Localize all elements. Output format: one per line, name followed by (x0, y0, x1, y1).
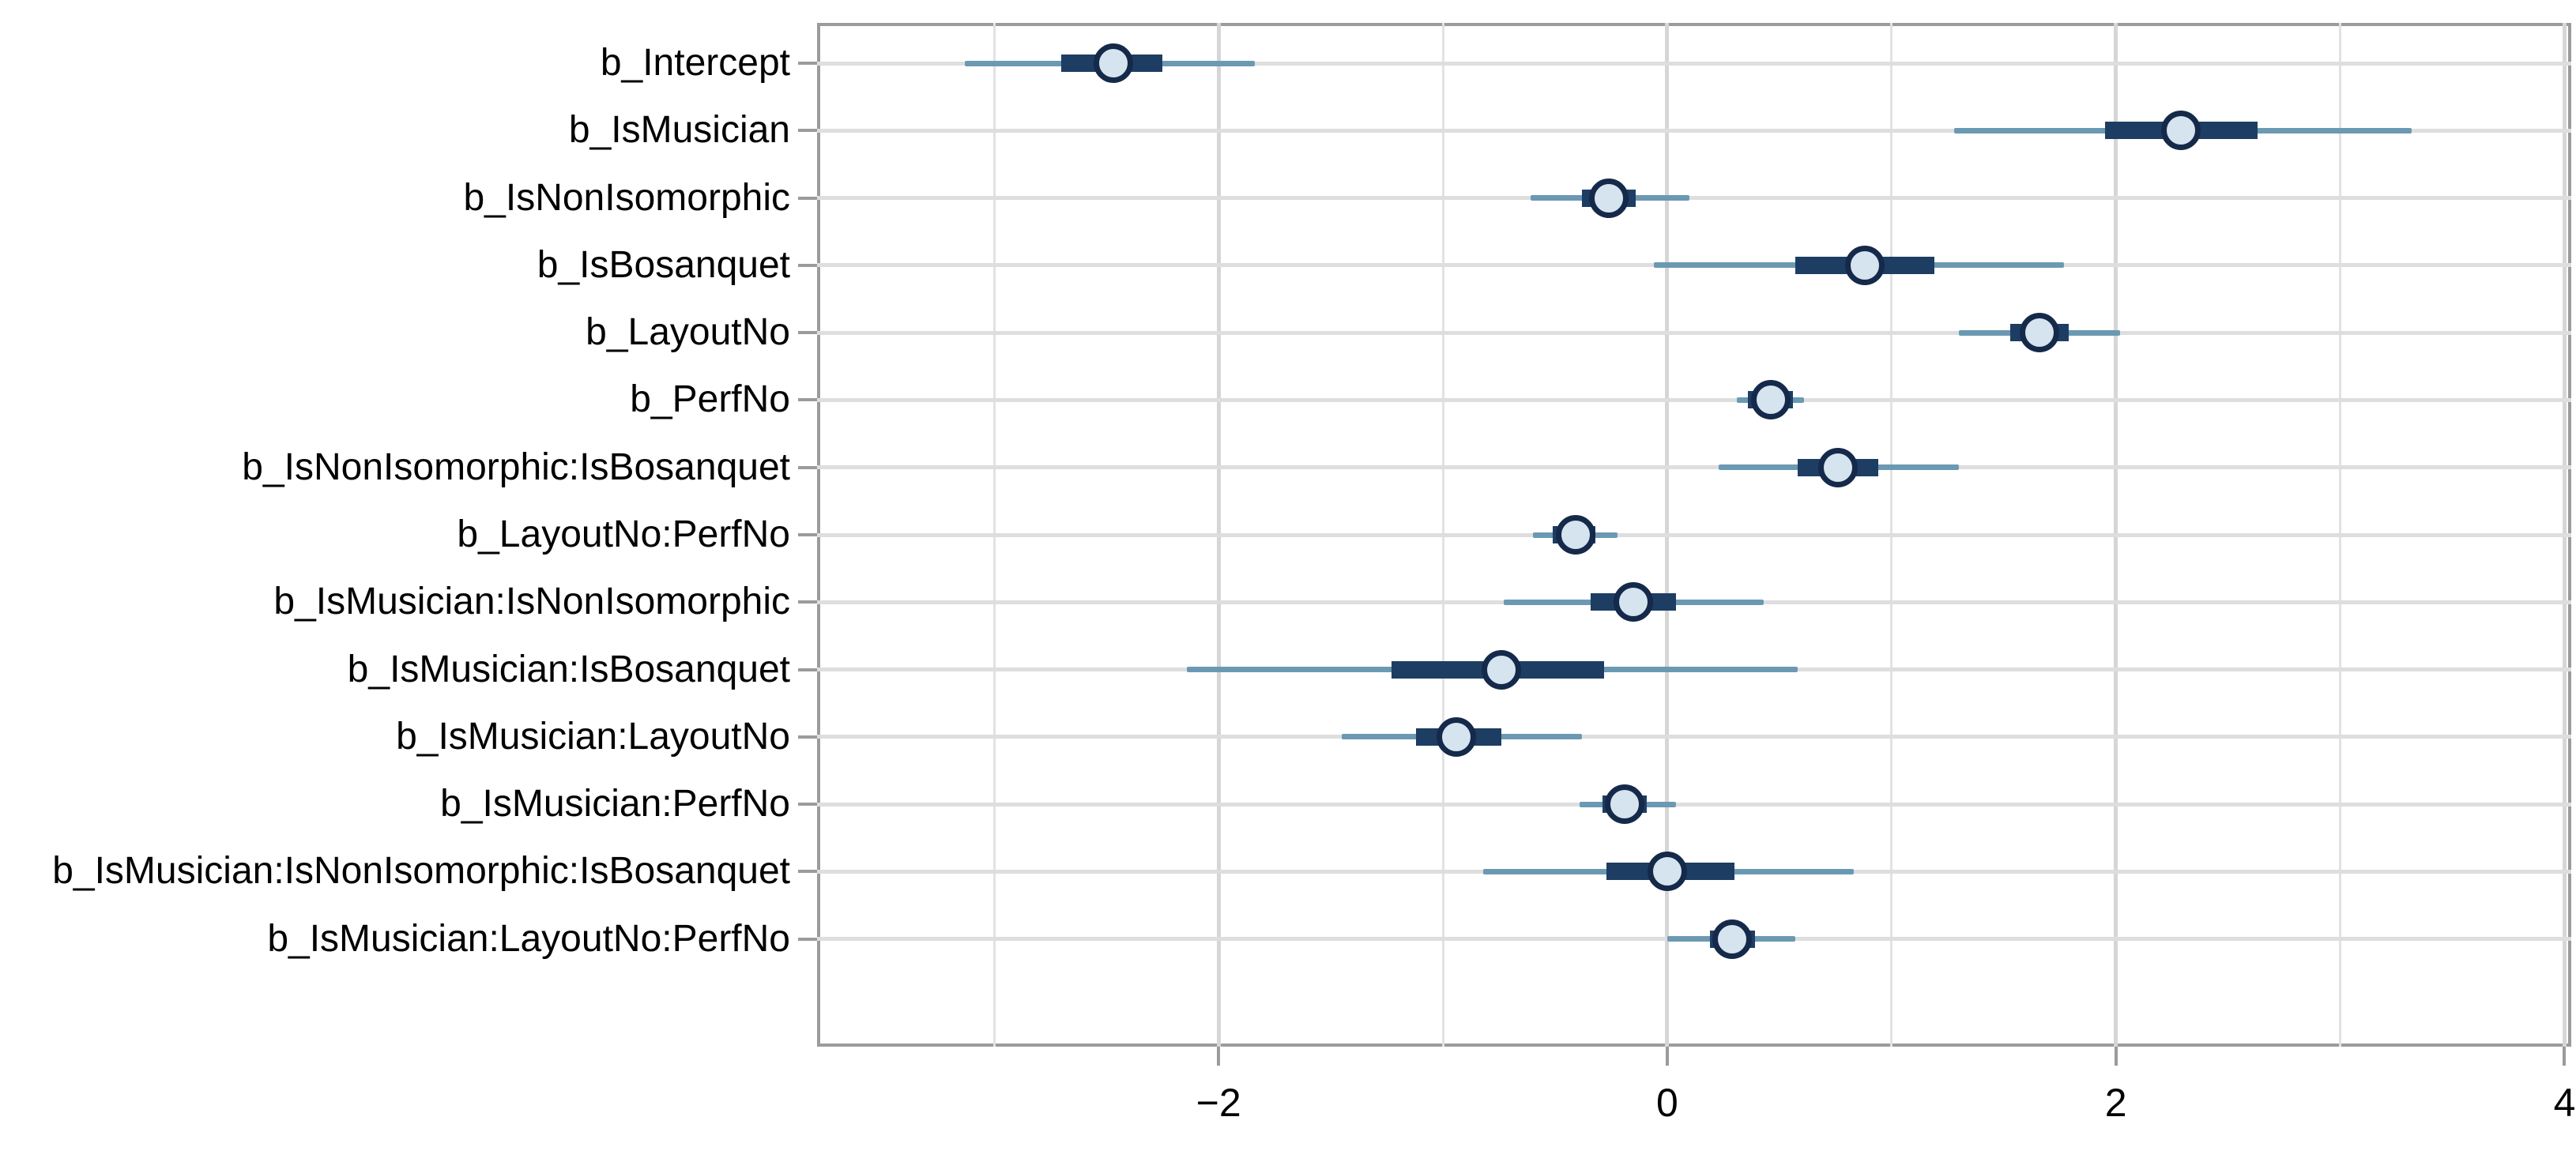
row-gridline (817, 465, 2571, 470)
y-tick-mark (798, 398, 817, 402)
point-estimate-marker (1844, 245, 1885, 285)
y-axis-label: b_IsNonIsomorphic:IsBosanquet (242, 446, 790, 488)
row-gridline (817, 128, 2571, 133)
y-axis-label: b_IsMusician:PerfNo (440, 783, 790, 825)
y-tick-mark (798, 533, 817, 536)
y-tick-mark (798, 62, 817, 66)
y-axis-label: b_IsMusician:LayoutNo (396, 715, 790, 758)
row-gridline (817, 802, 2571, 807)
point-estimate-marker (1481, 649, 1521, 690)
y-tick-mark (798, 465, 817, 469)
point-estimate-marker (1750, 380, 1791, 420)
y-axis-label: b_IsMusician:IsBosanquet (347, 648, 790, 690)
row-gridline (817, 735, 2571, 739)
x-tick-label: −2 (1196, 1081, 1241, 1125)
point-estimate-marker (1647, 852, 1687, 892)
x-tick-label: 2 (2104, 1081, 2127, 1125)
x-tick-mark (2114, 1047, 2118, 1066)
y-tick-mark (798, 263, 817, 267)
point-estimate-marker (1817, 447, 1858, 487)
point-estimate-marker (2161, 111, 2201, 151)
point-estimate-marker (1437, 716, 1477, 757)
y-axis-label: b_IsMusician (568, 109, 790, 152)
point-estimate-marker (1614, 582, 1654, 622)
y-tick-mark (798, 667, 817, 671)
point-estimate-marker (2020, 313, 2060, 353)
x-tick-mark (1217, 1047, 1221, 1066)
point-estimate-marker (1589, 178, 1629, 218)
y-tick-mark (798, 331, 817, 335)
y-axis-label: b_Intercept (600, 42, 790, 85)
y-axis-label: b_LayoutNo:PerfNo (457, 513, 790, 555)
y-tick-mark (798, 803, 817, 807)
point-estimate-marker (1555, 515, 1595, 555)
y-tick-mark (798, 870, 817, 874)
x-tick-label: 4 (2553, 1081, 2576, 1125)
y-axis-label: b_IsNonIsomorphic (463, 176, 790, 219)
y-axis-label: b_PerfNo (630, 378, 790, 421)
row-gridline (817, 196, 2571, 201)
point-estimate-marker (1712, 919, 1753, 959)
point-estimate-marker (1604, 784, 1644, 825)
y-tick-mark (798, 129, 817, 133)
y-tick-mark (798, 735, 817, 739)
row-gridline (817, 330, 2571, 335)
row-gridline (817, 397, 2571, 402)
y-tick-mark (798, 937, 817, 941)
y-tick-mark (798, 600, 817, 604)
y-axis-label: b_IsMusician:IsNonIsomorphic:IsBosanquet (52, 850, 790, 893)
row-gridline (817, 532, 2571, 537)
y-tick-mark (798, 196, 817, 200)
x-tick-label: 0 (1656, 1081, 1678, 1125)
y-axis-label: b_IsBosanquet (537, 243, 790, 286)
point-estimate-marker (1093, 43, 1133, 84)
y-axis-label: b_IsMusician:LayoutNo:PerfNo (267, 917, 790, 960)
x-tick-mark (1665, 1047, 1669, 1066)
row-gridline (817, 61, 2571, 66)
y-axis-label: b_LayoutNo (586, 311, 790, 354)
x-tick-mark (2563, 1047, 2567, 1066)
y-axis-label: b_IsMusician:IsNonIsomorphic (273, 581, 790, 623)
